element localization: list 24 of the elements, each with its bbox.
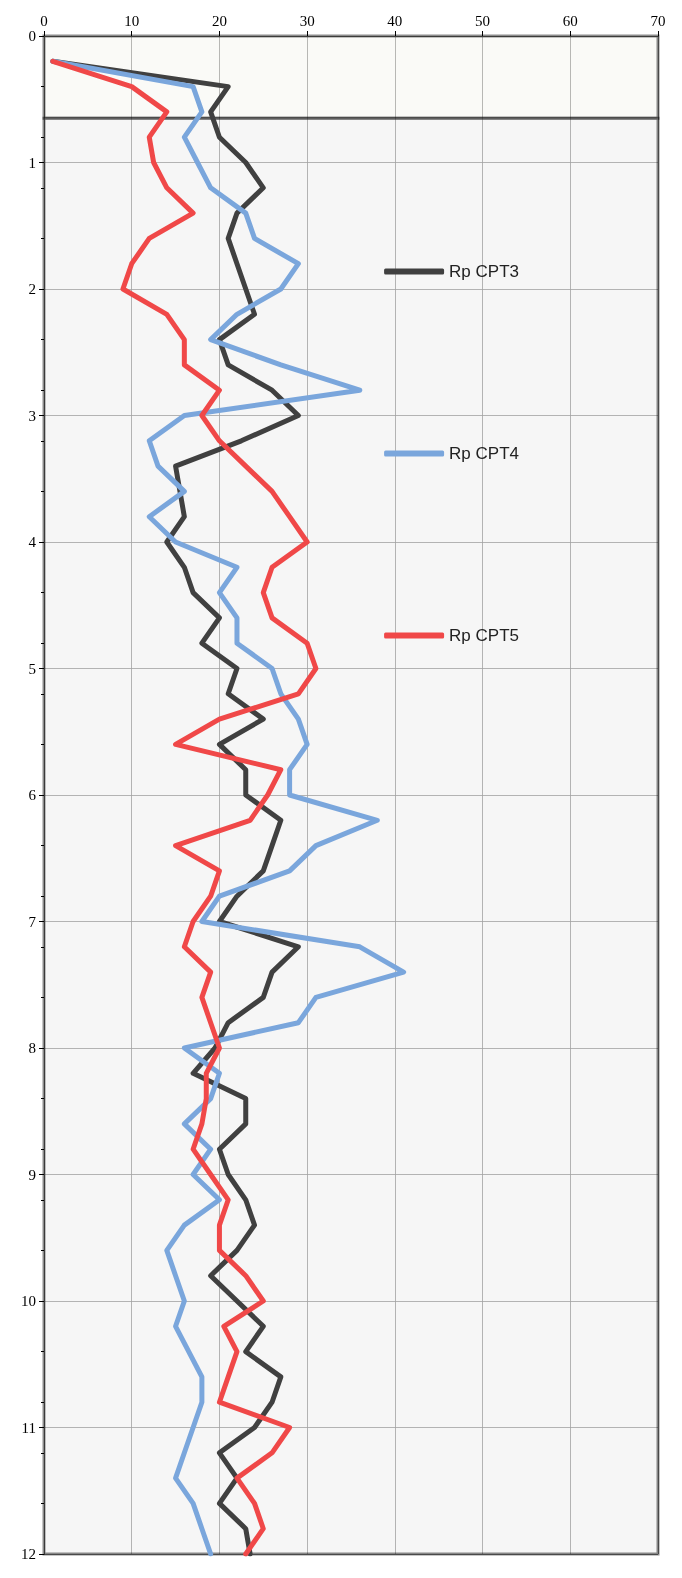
y-tick-label: 9 [28, 1166, 36, 1183]
legend-label: Rp CPT4 [449, 444, 520, 463]
x-tick-label: 10 [124, 12, 140, 29]
y-tick-label: 5 [28, 660, 36, 677]
y-tick-label: 0 [28, 28, 36, 44]
x-tick-label: 60 [562, 12, 578, 29]
x-tick-label: 0 [40, 12, 48, 29]
y-tick-label: 8 [28, 1040, 36, 1056]
y-tick-label: 12 [21, 1546, 36, 1562]
y-tick-label: 6 [28, 787, 37, 803]
legend-label: Rp CPT3 [449, 262, 520, 281]
x-tick-label: 20 [211, 12, 227, 29]
x-tick-label: 30 [299, 12, 315, 29]
y-tick-label: 7 [28, 913, 37, 930]
x-tick-label: 40 [387, 12, 403, 29]
y-tick-label: 2 [28, 281, 36, 297]
legend-label: Rp CPT5 [449, 626, 520, 645]
y-tick-label: 11 [21, 1419, 36, 1436]
y-tick-label: 3 [28, 407, 36, 424]
x-tick-label: 50 [475, 12, 491, 29]
y-tick-label: 1 [28, 154, 36, 171]
y-tick-label: 4 [28, 534, 37, 550]
x-tick-label: 70 [650, 12, 666, 29]
y-tick-label: 10 [21, 1293, 36, 1309]
